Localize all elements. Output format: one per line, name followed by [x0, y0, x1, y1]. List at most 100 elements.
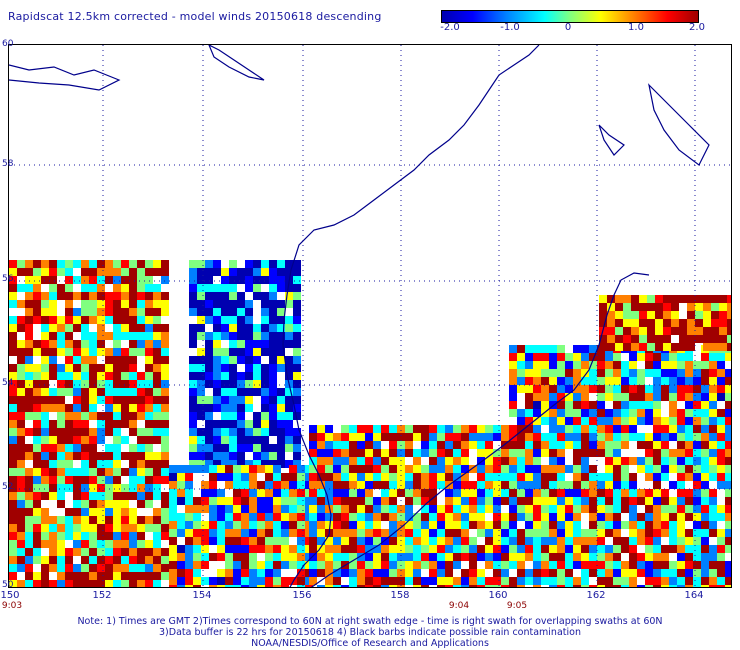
- wind-cell: [501, 441, 509, 449]
- wind-cell: [701, 497, 709, 505]
- wind-cell: [309, 449, 317, 457]
- wind-cell: [249, 561, 257, 569]
- wind-cell: [161, 324, 169, 332]
- wind-cell: [113, 412, 121, 420]
- wind-cell: [285, 292, 293, 300]
- wind-cell: [541, 433, 549, 441]
- wind-cell: [397, 505, 405, 513]
- wind-cell: [717, 481, 725, 489]
- wind-cell: [81, 380, 89, 388]
- wind-cell: [581, 425, 589, 433]
- wind-cell: [557, 369, 565, 377]
- wind-cell: [41, 300, 49, 308]
- wind-cell: [153, 332, 161, 340]
- wind-cell: [265, 513, 273, 521]
- wind-cell: [589, 481, 597, 489]
- wind-cell: [477, 481, 485, 489]
- wind-cell: [261, 364, 269, 372]
- wind-cell: [41, 356, 49, 364]
- wind-cell: [615, 343, 623, 351]
- wind-cell: [621, 497, 629, 505]
- wind-cell: [97, 308, 105, 316]
- wind-cell: [129, 468, 137, 476]
- wind-cell: [661, 545, 669, 553]
- wind-cell: [213, 364, 221, 372]
- wind-cell: [613, 369, 621, 377]
- wind-cell: [629, 433, 637, 441]
- wind-cell: [33, 316, 41, 324]
- wind-cell: [639, 335, 647, 343]
- wind-cell: [719, 303, 727, 311]
- wind-cell: [717, 561, 725, 569]
- wind-cell: [121, 380, 129, 388]
- wind-cell: [653, 569, 661, 577]
- wind-cell: [509, 577, 517, 585]
- wind-cell: [197, 268, 205, 276]
- wind-cell: [581, 497, 589, 505]
- wind-cell: [413, 585, 421, 587]
- wind-cell: [33, 436, 41, 444]
- wind-cell: [461, 473, 469, 481]
- wind-cell: [693, 369, 701, 377]
- wind-cell: [33, 260, 41, 268]
- wind-cell: [9, 332, 17, 340]
- wind-cell: [621, 385, 629, 393]
- wind-cell: [317, 529, 325, 537]
- wind-cell: [145, 332, 153, 340]
- wind-cell: [661, 497, 669, 505]
- wind-cell: [653, 513, 661, 521]
- wind-cell: [703, 319, 711, 327]
- wind-cell: [701, 361, 709, 369]
- wind-cell: [257, 561, 265, 569]
- wind-cell: [81, 484, 89, 492]
- wind-cell: [285, 300, 293, 308]
- wind-cell: [137, 428, 145, 436]
- wind-cell: [397, 433, 405, 441]
- wind-cell: [217, 585, 225, 587]
- wind-cell: [169, 529, 177, 537]
- wind-cell: [193, 585, 201, 587]
- wind-cell: [389, 489, 397, 497]
- wind-cell: [249, 489, 257, 497]
- wind-cell: [201, 577, 209, 585]
- wind-cell: [629, 545, 637, 553]
- wind-cell: [293, 260, 301, 268]
- wind-cell: [687, 327, 695, 335]
- wind-cell: [293, 396, 301, 404]
- wind-cell: [41, 436, 49, 444]
- wind-cell: [485, 497, 493, 505]
- wind-cell: [233, 497, 241, 505]
- wind-cell: [57, 572, 65, 580]
- wind-cell: [289, 465, 297, 473]
- wind-cell: [113, 428, 121, 436]
- wind-cell: [589, 553, 597, 561]
- wind-cell: [653, 449, 661, 457]
- wind-cell: [73, 356, 81, 364]
- wind-cell: [647, 343, 655, 351]
- wind-cell: [701, 385, 709, 393]
- wind-cell: [693, 577, 701, 585]
- wind-cell: [233, 529, 241, 537]
- wind-cell: [97, 412, 105, 420]
- wind-cell: [237, 380, 245, 388]
- wind-cell: [81, 572, 89, 580]
- wind-cell: [305, 585, 313, 587]
- wind-cell: [661, 417, 669, 425]
- wind-cell: [573, 545, 581, 553]
- wind-cell: [17, 388, 25, 396]
- wind-cell: [429, 465, 437, 473]
- wind-cell: [677, 497, 685, 505]
- wind-cell: [629, 417, 637, 425]
- wind-cell: [671, 327, 679, 335]
- wind-cell: [289, 553, 297, 561]
- wind-cell: [381, 569, 389, 577]
- wind-cell: [97, 524, 105, 532]
- wind-cell: [557, 457, 565, 465]
- wind-cell: [233, 489, 241, 497]
- wind-cell: [365, 513, 373, 521]
- wind-cell: [137, 556, 145, 564]
- wind-cell: [265, 561, 273, 569]
- wind-cell: [437, 505, 445, 513]
- wind-cell: [81, 460, 89, 468]
- wind-cell: [639, 343, 647, 351]
